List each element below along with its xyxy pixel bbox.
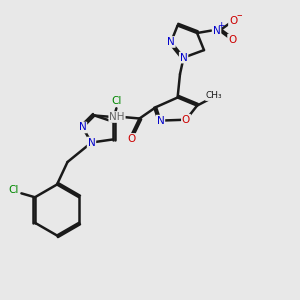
Text: O: O [127,134,135,144]
Text: –: – [236,10,242,20]
Text: O: O [228,34,236,45]
Text: NH: NH [109,112,125,122]
Text: N: N [167,37,175,47]
Text: N: N [88,137,95,148]
Text: N: N [213,26,220,36]
Text: +: + [217,21,224,30]
Text: N: N [79,122,86,133]
Text: Cl: Cl [112,95,122,106]
Text: N: N [180,52,188,63]
Text: CH₃: CH₃ [206,91,223,100]
Text: Cl: Cl [9,185,19,195]
Text: O: O [229,16,237,26]
Text: N: N [157,116,164,126]
Text: O: O [182,115,190,125]
